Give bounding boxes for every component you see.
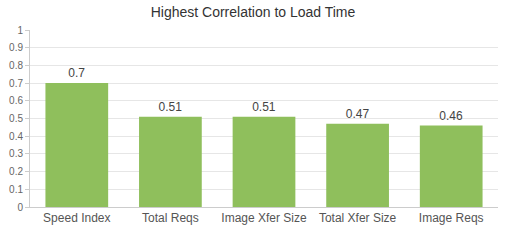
svg-text:0.3: 0.3 xyxy=(9,148,23,159)
svg-text:0: 0 xyxy=(17,202,23,213)
svg-text:0.1: 0.1 xyxy=(9,184,23,195)
svg-text:Highest Correlation to Load Ti: Highest Correlation to Load Time xyxy=(151,4,356,20)
svg-text:0.7: 0.7 xyxy=(68,66,85,80)
svg-text:Image Xfer Size: Image Xfer Size xyxy=(221,211,307,225)
svg-text:0.8: 0.8 xyxy=(9,60,23,71)
svg-text:0.6: 0.6 xyxy=(9,95,23,106)
svg-text:1: 1 xyxy=(17,25,23,36)
svg-text:Speed Index: Speed Index xyxy=(43,211,110,225)
svg-text:0.4: 0.4 xyxy=(9,131,23,142)
svg-text:0.7: 0.7 xyxy=(9,78,23,89)
svg-text:0.9: 0.9 xyxy=(9,42,23,53)
svg-text:0.5: 0.5 xyxy=(9,113,23,124)
svg-text:0.2: 0.2 xyxy=(9,166,23,177)
svg-text:0.51: 0.51 xyxy=(159,100,183,114)
svg-text:Image Reqs: Image Reqs xyxy=(419,211,484,225)
svg-text:0.47: 0.47 xyxy=(346,107,370,121)
svg-text:Total Reqs: Total Reqs xyxy=(142,211,199,225)
svg-text:0.46: 0.46 xyxy=(439,109,463,123)
svg-text:0.51: 0.51 xyxy=(252,100,276,114)
svg-text:Total Xfer Size: Total Xfer Size xyxy=(319,211,397,225)
